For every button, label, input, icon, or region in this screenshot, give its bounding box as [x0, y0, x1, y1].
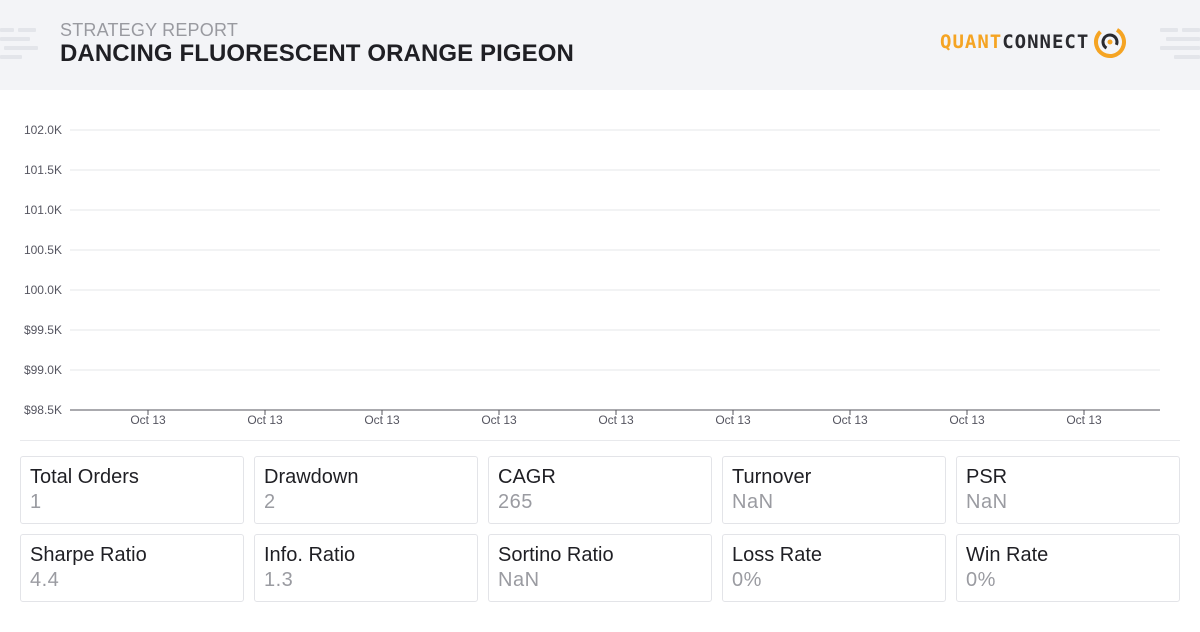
stat-value: NaN [732, 491, 774, 513]
stat-card: Win Rate 0% [956, 534, 1180, 602]
x-tick-label: Oct 13 [715, 413, 751, 427]
report-subtitle: STRATEGY REPORT [60, 20, 239, 40]
y-tick-label: 100.0K [24, 283, 62, 297]
y-tick-label: $99.5K [24, 323, 62, 337]
stat-label: Total Orders [30, 466, 139, 488]
y-tick-label: 101.0K [24, 203, 62, 217]
quantconnect-logo-icon [1094, 26, 1127, 58]
logo-text-connect: CONNECT [1002, 31, 1090, 53]
stat-value: 1 [30, 491, 42, 513]
stat-card: Drawdown 2 [254, 456, 478, 524]
stat-value: 0% [732, 569, 762, 591]
y-tick-label: 100.5K [24, 243, 62, 257]
header-decoration-right [1160, 28, 1200, 68]
quantconnect-logo: QUANT CONNECT [940, 24, 1127, 60]
stat-value: 0% [966, 569, 996, 591]
y-tick-label: 101.5K [24, 163, 62, 177]
logo-text-quant: QUANT [940, 31, 1003, 53]
report-header: STRATEGY REPORT DANCING FLUORESCENT ORAN… [0, 0, 1200, 90]
stat-label: Sortino Ratio [498, 544, 614, 566]
x-tick-label: Oct 13 [1066, 413, 1102, 427]
x-tick-label: Oct 13 [949, 413, 985, 427]
stat-value: 1.3 [264, 569, 294, 591]
stat-card: PSR NaN [956, 456, 1180, 524]
stat-card: Turnover NaN [722, 456, 946, 524]
x-tick-label: Oct 13 [247, 413, 283, 427]
header-decoration-left [0, 28, 40, 68]
stat-card: Total Orders 1 [20, 456, 244, 524]
section-divider [20, 440, 1180, 441]
stat-label: Loss Rate [732, 544, 823, 566]
stat-value: 4.4 [30, 569, 60, 591]
y-tick-label: $98.5K [24, 403, 62, 417]
x-tick-label: Oct 13 [598, 413, 634, 427]
stat-label: CAGR [498, 466, 556, 488]
stat-label: Info. Ratio [264, 544, 356, 566]
x-tick-label: Oct 13 [481, 413, 517, 427]
stat-label: PSR [966, 466, 1008, 488]
stat-value: 265 [498, 491, 533, 513]
stat-value: NaN [498, 569, 540, 591]
x-tick-label: Oct 13 [832, 413, 868, 427]
stat-label: Win Rate [966, 544, 1049, 566]
stat-label: Sharpe Ratio [30, 544, 147, 566]
stat-value: 2 [264, 491, 276, 513]
stat-card: Sharpe Ratio 4.4 [20, 534, 244, 602]
stat-card: CAGR 265 [488, 456, 712, 524]
equity-chart: 102.0K 101.5K 101.0K 100.5K 100.0K $99.5K $99.… [24, 123, 1160, 427]
y-tick-label: 102.0K [24, 123, 62, 137]
y-tick-label: $99.0K [24, 363, 62, 377]
stat-card: Loss Rate 0% [722, 534, 946, 602]
stat-card: Info. Ratio 1.3 [254, 534, 478, 602]
stat-label: Drawdown [264, 466, 359, 488]
stat-card: Sortino Ratio NaN [488, 534, 712, 602]
stat-value: NaN [966, 491, 1008, 513]
strategy-name: DANCING FLUORESCENT ORANGE PIGEON [60, 40, 574, 67]
x-tick-label: Oct 13 [364, 413, 400, 427]
stat-label: Turnover [732, 466, 812, 488]
x-tick-label: Oct 13 [130, 413, 166, 427]
